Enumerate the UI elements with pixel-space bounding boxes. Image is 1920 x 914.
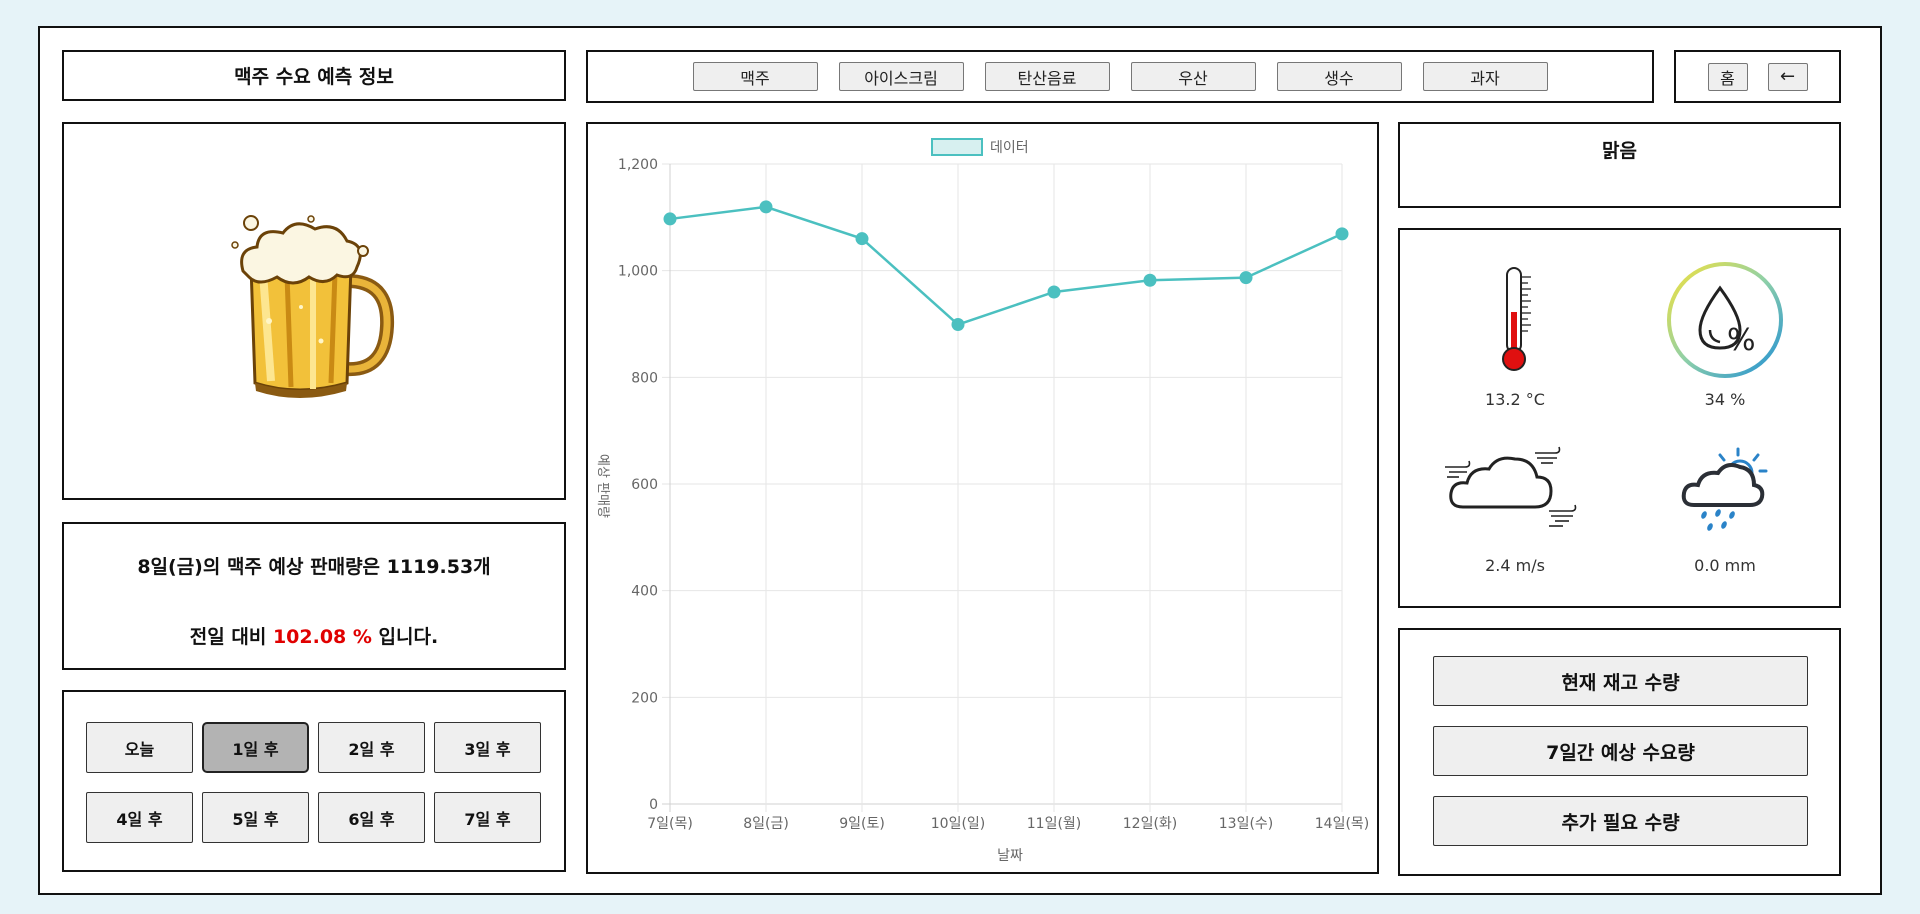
- x-tick-label: 10일(일): [931, 816, 986, 832]
- product-image-panel: [62, 122, 566, 500]
- weekly-demand-button[interactable]: 7일간 예상 수요량: [1433, 726, 1808, 776]
- y-tick-label: 200: [631, 690, 658, 706]
- humidity-icon: %: [1667, 262, 1783, 378]
- temperature-value: 13.2 °C: [1485, 390, 1545, 409]
- data-point: [1143, 273, 1157, 287]
- tab-ice-cream[interactable]: 아이스크림: [838, 62, 964, 91]
- y-axis-label: 예상 판매량: [595, 454, 610, 518]
- change-suffix: 입니다.: [371, 626, 439, 648]
- data-point: [855, 232, 869, 246]
- sky-condition-panel: 맑음: [1398, 122, 1841, 208]
- weather-panel: 13.2 °C % 34 % 2.4 m: [1398, 228, 1841, 608]
- x-tick-label: 14일(목): [1315, 816, 1370, 832]
- data-point: [759, 200, 773, 214]
- day-button-7[interactable]: 7일 후: [434, 792, 541, 843]
- x-tick-label: 11일(월): [1027, 816, 1082, 832]
- windy-cloud-icon: [1445, 446, 1577, 527]
- tab-snack[interactable]: 과자: [1422, 62, 1548, 91]
- day-button-3[interactable]: 3일 후: [434, 722, 541, 773]
- change-percent: 102.08 %: [272, 626, 372, 648]
- forecast-message-panel: 8일(금)의 맥주 예상 판매량은 1119.53개 전일 대비 102.08 …: [62, 522, 566, 670]
- additional-need-button[interactable]: 추가 필요 수량: [1433, 796, 1808, 846]
- day-button-4[interactable]: 4일 후: [86, 792, 193, 843]
- chart-legend: 데이터: [931, 138, 1029, 156]
- tab-beer[interactable]: 맥주: [692, 62, 818, 91]
- day-button-6[interactable]: 6일 후: [318, 792, 425, 843]
- tab-umbrella[interactable]: 우산: [1130, 62, 1256, 91]
- x-tick-label: 13일(수): [1219, 816, 1274, 832]
- x-tick-label: 9일(토): [839, 816, 885, 832]
- nav-panel: 홈 ←: [1674, 50, 1841, 103]
- back-button[interactable]: ←: [1767, 62, 1808, 91]
- legend-swatch: [931, 138, 983, 156]
- tab-water[interactable]: 생수: [1276, 62, 1402, 91]
- beer-mug-image: [231, 215, 395, 398]
- page-title: 맥주 수요 예측 정보: [234, 66, 394, 88]
- precipitation-value: 0.0 mm: [1694, 556, 1756, 575]
- legend-label: 데이터: [990, 140, 1029, 156]
- data-point: [1047, 285, 1061, 299]
- thermometer-icon: [1502, 267, 1531, 371]
- current-stock-button[interactable]: 현재 재고 수량: [1433, 656, 1808, 706]
- sales-chart-panel: 데이터 0 200 400 600 800 1,000 1,200 7일(목) 8일(금) 9일…: [586, 122, 1379, 874]
- y-tick-label: 400: [631, 584, 658, 600]
- day-button-today[interactable]: 오늘: [86, 722, 193, 773]
- day-button-5[interactable]: 5일 후: [202, 792, 309, 843]
- home-button[interactable]: 홈: [1707, 62, 1748, 91]
- data-point: [1335, 227, 1349, 241]
- app-frame: 맥주 수요 예측 정보 맥주 아이스크림 탄산음료 우산 생수 과자 홈 ←: [38, 26, 1882, 895]
- series-line: [669, 205, 1343, 326]
- sales-line-chart: 데이터 0 200 400 600 800 1,000 1,200 7일(목) 8일(금) 9일…: [595, 138, 1370, 864]
- forecast-change-text: 전일 대비 102.08 % 입니다.: [64, 622, 564, 649]
- y-tick-label: 1,000: [618, 264, 658, 280]
- x-tick-label: 12일(화): [1123, 816, 1178, 832]
- y-tick-label: 600: [631, 477, 658, 493]
- day-button-2[interactable]: 2일 후: [318, 722, 425, 773]
- day-button-1[interactable]: 1일 후: [202, 722, 309, 773]
- category-tabs: 맥주 아이스크림 탄산음료 우산 생수 과자: [586, 50, 1654, 103]
- sky-condition: 맑음: [1602, 140, 1637, 162]
- y-tick-label: 800: [631, 370, 658, 386]
- y-tick-label: 1,200: [618, 157, 658, 173]
- forecast-sales-text: 8일(금)의 맥주 예상 판매량은 1119.53개: [137, 556, 491, 578]
- change-prefix: 전일 대비: [189, 626, 273, 648]
- humidity-value: 34 %: [1704, 390, 1746, 409]
- data-point: [951, 318, 965, 332]
- x-tick-label: 8일(금): [743, 816, 789, 832]
- stock-panel: 현재 재고 수량 7일간 예상 수요량 추가 필요 수량: [1398, 628, 1841, 876]
- y-tick-label: 0: [649, 797, 658, 813]
- sun-rain-cloud-icon: [1681, 447, 1768, 531]
- tab-soda[interactable]: 탄산음료: [984, 62, 1110, 91]
- title-panel: 맥주 수요 예측 정보: [62, 50, 566, 101]
- x-axis-label: 날짜: [997, 848, 1023, 864]
- day-selector-panel: 오늘 1일 후 2일 후 3일 후 4일 후 5일 후 6일 후 7일 후: [62, 690, 566, 872]
- wind-speed-value: 2.4 m/s: [1485, 556, 1545, 575]
- data-point: [1239, 271, 1253, 285]
- svg-text:%: %: [1727, 323, 1756, 358]
- x-tick-label: 7일(목): [647, 816, 693, 832]
- data-point: [663, 212, 677, 226]
